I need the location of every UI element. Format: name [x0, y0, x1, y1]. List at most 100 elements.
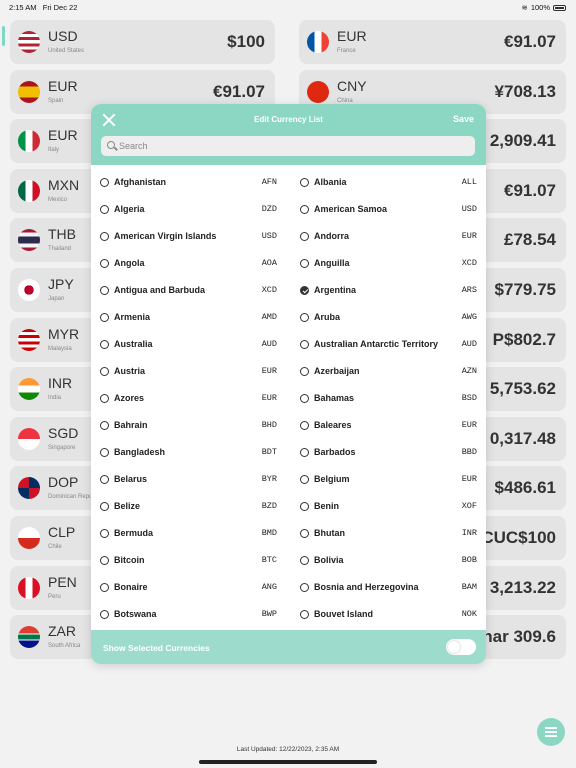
country-name: Dominican Republic [48, 494, 102, 501]
radio-icon[interactable] [300, 583, 309, 592]
radio-icon[interactable] [300, 367, 309, 376]
radio-icon[interactable] [300, 475, 309, 484]
currency-amount: 3,213.22 [489, 577, 556, 597]
radio-icon[interactable] [300, 205, 309, 214]
currency-option[interactable]: Baleares EUR [300, 417, 477, 437]
currency-amount: CUC$100 [481, 528, 556, 547]
flag-icon [18, 179, 40, 202]
currency-amount: $486.61 [494, 478, 556, 498]
currency-code: DOP [48, 474, 79, 491]
modal-header: Edit Currency List Save [91, 104, 486, 165]
radio-icon[interactable] [100, 232, 109, 241]
currency-option[interactable]: Bangladesh BDT [100, 444, 277, 464]
currency-option[interactable]: Albania ALL [300, 174, 477, 194]
currency-option[interactable]: Argentina ARS [300, 282, 477, 302]
currency-option[interactable]: Azerbaijan AZN [300, 363, 477, 383]
currency-option-name: Anguilla [314, 258, 350, 268]
radio-icon[interactable] [100, 340, 109, 349]
currency-option[interactable]: Belize BZD [100, 498, 277, 518]
radio-icon[interactable] [100, 421, 109, 430]
currency-amount: P$802.7 [492, 329, 556, 349]
currency-option[interactable]: Anguilla XCD [300, 255, 477, 275]
currency-option[interactable]: Angola AOA [100, 255, 277, 275]
currency-option-code: AOA [261, 258, 277, 268]
radio-icon[interactable] [100, 259, 109, 268]
radio-icon[interactable] [300, 610, 309, 619]
currency-card[interactable]: USD United States $100 [10, 20, 275, 64]
currency-option[interactable]: Bahrain BHD [100, 417, 277, 437]
currency-option[interactable]: Andorra EUR [300, 228, 477, 248]
radio-icon[interactable] [100, 313, 109, 322]
currency-option[interactable]: Barbados BBD [300, 444, 477, 464]
currency-option[interactable]: Benin XOF [300, 498, 477, 518]
radio-icon[interactable] [300, 313, 309, 322]
radio-icon[interactable] [300, 529, 309, 538]
list-menu-button[interactable] [537, 718, 565, 746]
radio-icon[interactable] [300, 502, 309, 511]
search-input[interactable] [119, 136, 469, 156]
status-time: 2:15 AM Fri Dec 22 [9, 3, 78, 12]
radio-icon[interactable] [300, 556, 309, 565]
radio-icon[interactable] [300, 178, 309, 187]
radio-icon[interactable] [100, 475, 109, 484]
radio-icon[interactable] [300, 340, 309, 349]
currency-code: EUR [48, 77, 78, 94]
radio-icon[interactable] [300, 232, 309, 241]
currency-option[interactable]: Bosnia and Herzegovina BAM [300, 579, 477, 599]
currency-option[interactable]: Bolivia BOB [300, 552, 477, 572]
radio-icon[interactable] [100, 583, 109, 592]
currency-option-name: Bonaire [114, 582, 148, 592]
currency-option[interactable]: Algeria DZD [100, 201, 277, 221]
radio-icon[interactable] [100, 286, 109, 295]
currency-option[interactable]: American Virgin Islands USD [100, 228, 277, 248]
currency-option[interactable]: Bahamas BSD [300, 390, 477, 410]
radio-icon[interactable] [100, 529, 109, 538]
flag-icon [18, 80, 40, 103]
currency-option[interactable]: Bermuda BMD [100, 525, 277, 545]
radio-checked-icon[interactable] [300, 286, 309, 295]
currency-option-name: Bangladesh [114, 447, 166, 457]
radio-icon[interactable] [100, 610, 109, 619]
currency-option[interactable]: Bonaire ANG [100, 579, 277, 599]
currency-option[interactable]: Azores EUR [100, 390, 277, 410]
currency-option[interactable]: Australian Antarctic Territory AUD [300, 336, 477, 356]
radio-icon[interactable] [100, 502, 109, 511]
currency-card[interactable]: EUR France €91.07 [299, 20, 566, 64]
currency-option[interactable]: American Samoa USD [300, 201, 477, 221]
radio-icon[interactable] [100, 448, 109, 457]
currency-option[interactable]: Aruba AWG [300, 309, 477, 329]
currency-option-code: AWG [461, 312, 477, 322]
search-bar[interactable] [101, 136, 475, 156]
currency-option-name: Afghanistan [114, 177, 167, 187]
radio-icon[interactable] [300, 421, 309, 430]
currency-option[interactable]: Antigua and Barbuda XCD [100, 282, 277, 302]
radio-icon[interactable] [100, 205, 109, 214]
currency-option[interactable]: Botswana BWP [100, 606, 277, 626]
currency-option[interactable]: Afghanistan AFN [100, 174, 277, 194]
radio-icon[interactable] [300, 259, 309, 268]
save-button[interactable]: Save [452, 114, 474, 124]
currency-option-code: BTC [261, 555, 277, 565]
currency-option-code: BWP [261, 609, 277, 619]
currency-option[interactable]: Austria EUR [100, 363, 277, 383]
currency-option-name: Bitcoin [114, 555, 145, 565]
radio-icon[interactable] [100, 178, 109, 187]
currency-list[interactable]: Afghanistan AFN Algeria DZD American Virgin … [91, 165, 486, 645]
currency-option[interactable]: Armenia AMD [100, 309, 277, 329]
currency-option[interactable]: Belgium EUR [300, 471, 477, 491]
currency-option-code: EUR [461, 231, 477, 241]
currency-option[interactable]: Bouvet Island NOK [300, 606, 477, 626]
radio-icon[interactable] [100, 556, 109, 565]
currency-option[interactable]: Australia AUD [100, 336, 277, 356]
radio-icon[interactable] [100, 367, 109, 376]
radio-icon[interactable] [100, 394, 109, 403]
radio-icon[interactable] [300, 394, 309, 403]
currency-option[interactable]: Bhutan INR [300, 525, 477, 545]
last-updated: Last Updated: 12/22/2023, 2:35 AM [236, 746, 340, 753]
currency-code: INR [48, 375, 73, 392]
currency-option[interactable]: Bitcoin BTC [100, 552, 277, 572]
currency-option[interactable]: Belarus BYR [100, 471, 277, 491]
currency-code: USD [48, 28, 78, 44]
show-selected-toggle[interactable] [446, 639, 476, 655]
radio-icon[interactable] [300, 448, 309, 457]
